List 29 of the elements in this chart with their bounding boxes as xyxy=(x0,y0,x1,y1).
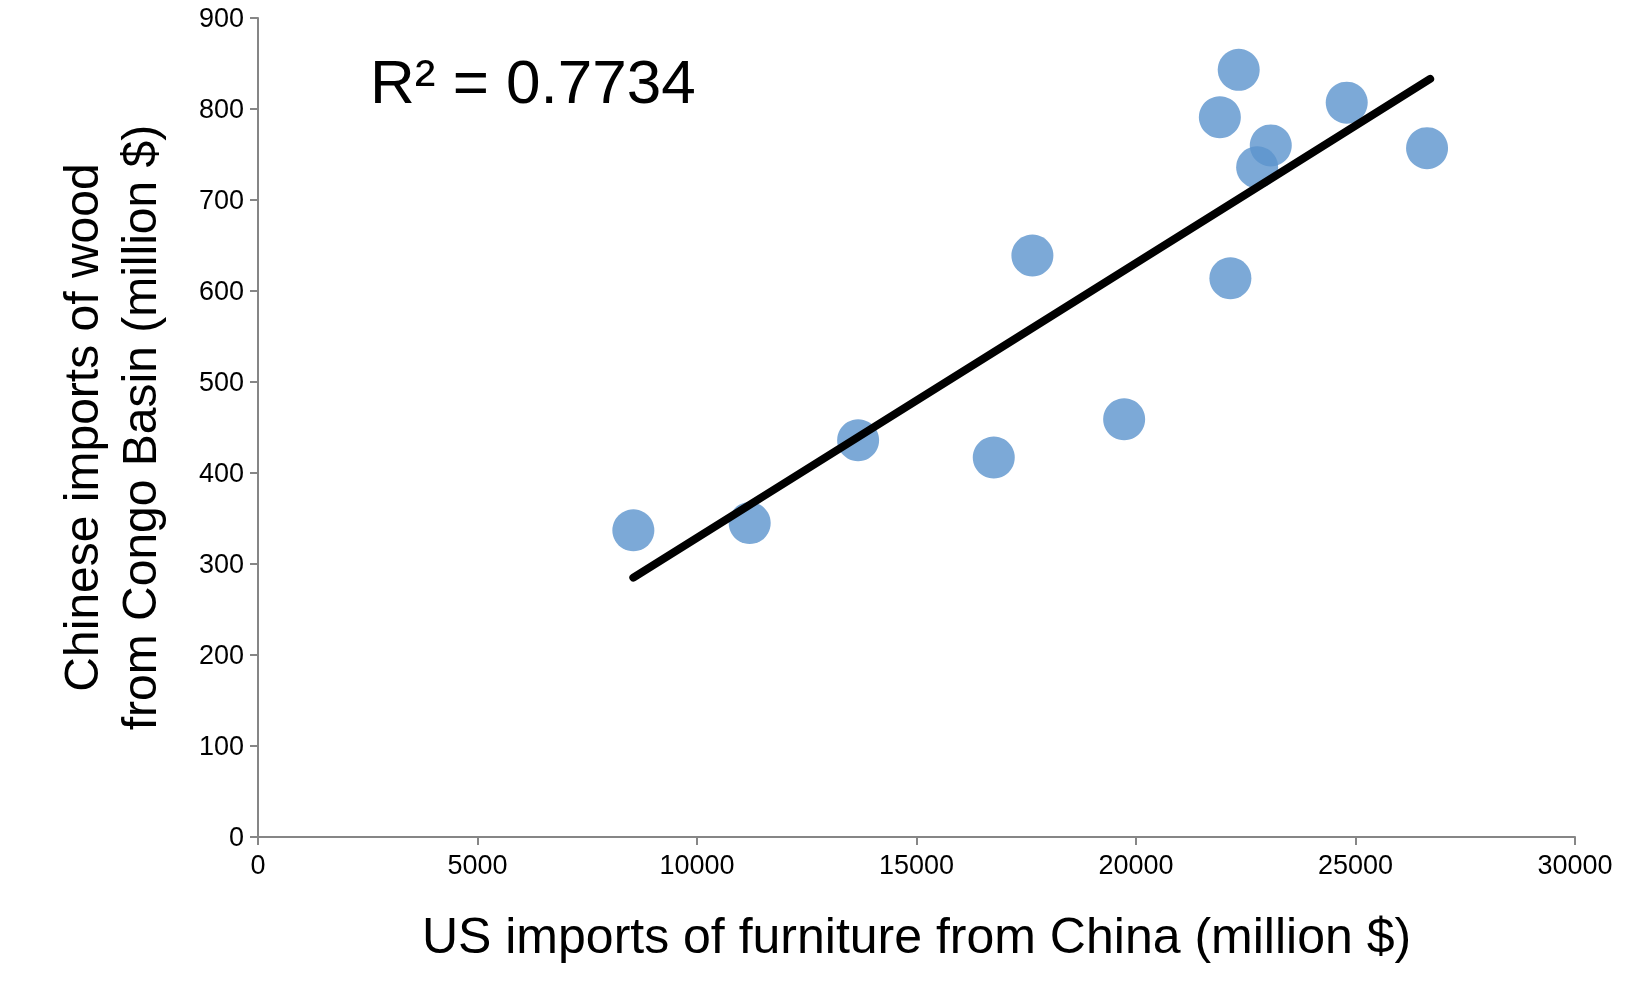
point xyxy=(1406,127,1449,170)
y-tick-label: 800 xyxy=(198,94,244,124)
y-tick-label: 300 xyxy=(198,549,244,579)
y-tick-label: 500 xyxy=(198,367,244,397)
annotation: R² = 0.7734 xyxy=(370,46,696,116)
x-tick-label: 20000 xyxy=(1098,849,1174,880)
x-tick-label: 15000 xyxy=(878,849,955,880)
point xyxy=(612,509,655,552)
y-tick-label: 200 xyxy=(198,640,244,670)
point xyxy=(1103,398,1146,441)
point xyxy=(1217,48,1260,91)
y-tick-label: 700 xyxy=(198,185,244,215)
x-tick-label: 5000 xyxy=(447,849,508,880)
x-tick-label: 30000 xyxy=(1537,849,1613,880)
y-axis-title: Chinese imports of wood from Congo Basin (million $) xyxy=(54,124,166,731)
x-tick-label: 25000 xyxy=(1317,849,1394,880)
point xyxy=(1011,234,1054,277)
y-tick-label: 400 xyxy=(198,458,244,488)
y-tick-label: 900 xyxy=(198,3,244,33)
y-tick-label: 100 xyxy=(198,731,244,761)
x-axis-title: US imports of furniture from China (million $) xyxy=(421,908,1412,964)
x-tick-label: 10000 xyxy=(659,849,735,880)
point xyxy=(1198,96,1241,139)
point xyxy=(1325,81,1368,124)
x-tick-label: 0 xyxy=(250,849,266,880)
point xyxy=(972,436,1015,479)
y-tick-label: 0 xyxy=(228,822,244,852)
y-tick-label: 600 xyxy=(198,276,244,306)
point xyxy=(1209,257,1252,300)
